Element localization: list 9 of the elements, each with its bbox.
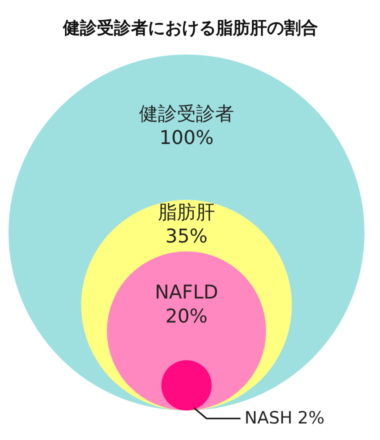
data-label: 20% — [165, 306, 208, 328]
category-label: 脂肪肝 — [158, 202, 215, 224]
category-label: NAFLD — [154, 282, 218, 304]
text: 健診受診者における脂肪肝の割合 — [62, 18, 318, 38]
data-label: 2% — [298, 408, 324, 428]
category-label: 健診受診者 — [139, 103, 234, 126]
data-label: 35% — [165, 226, 208, 248]
data-label: 100% — [159, 127, 214, 150]
category-label: NASH — [244, 408, 292, 428]
